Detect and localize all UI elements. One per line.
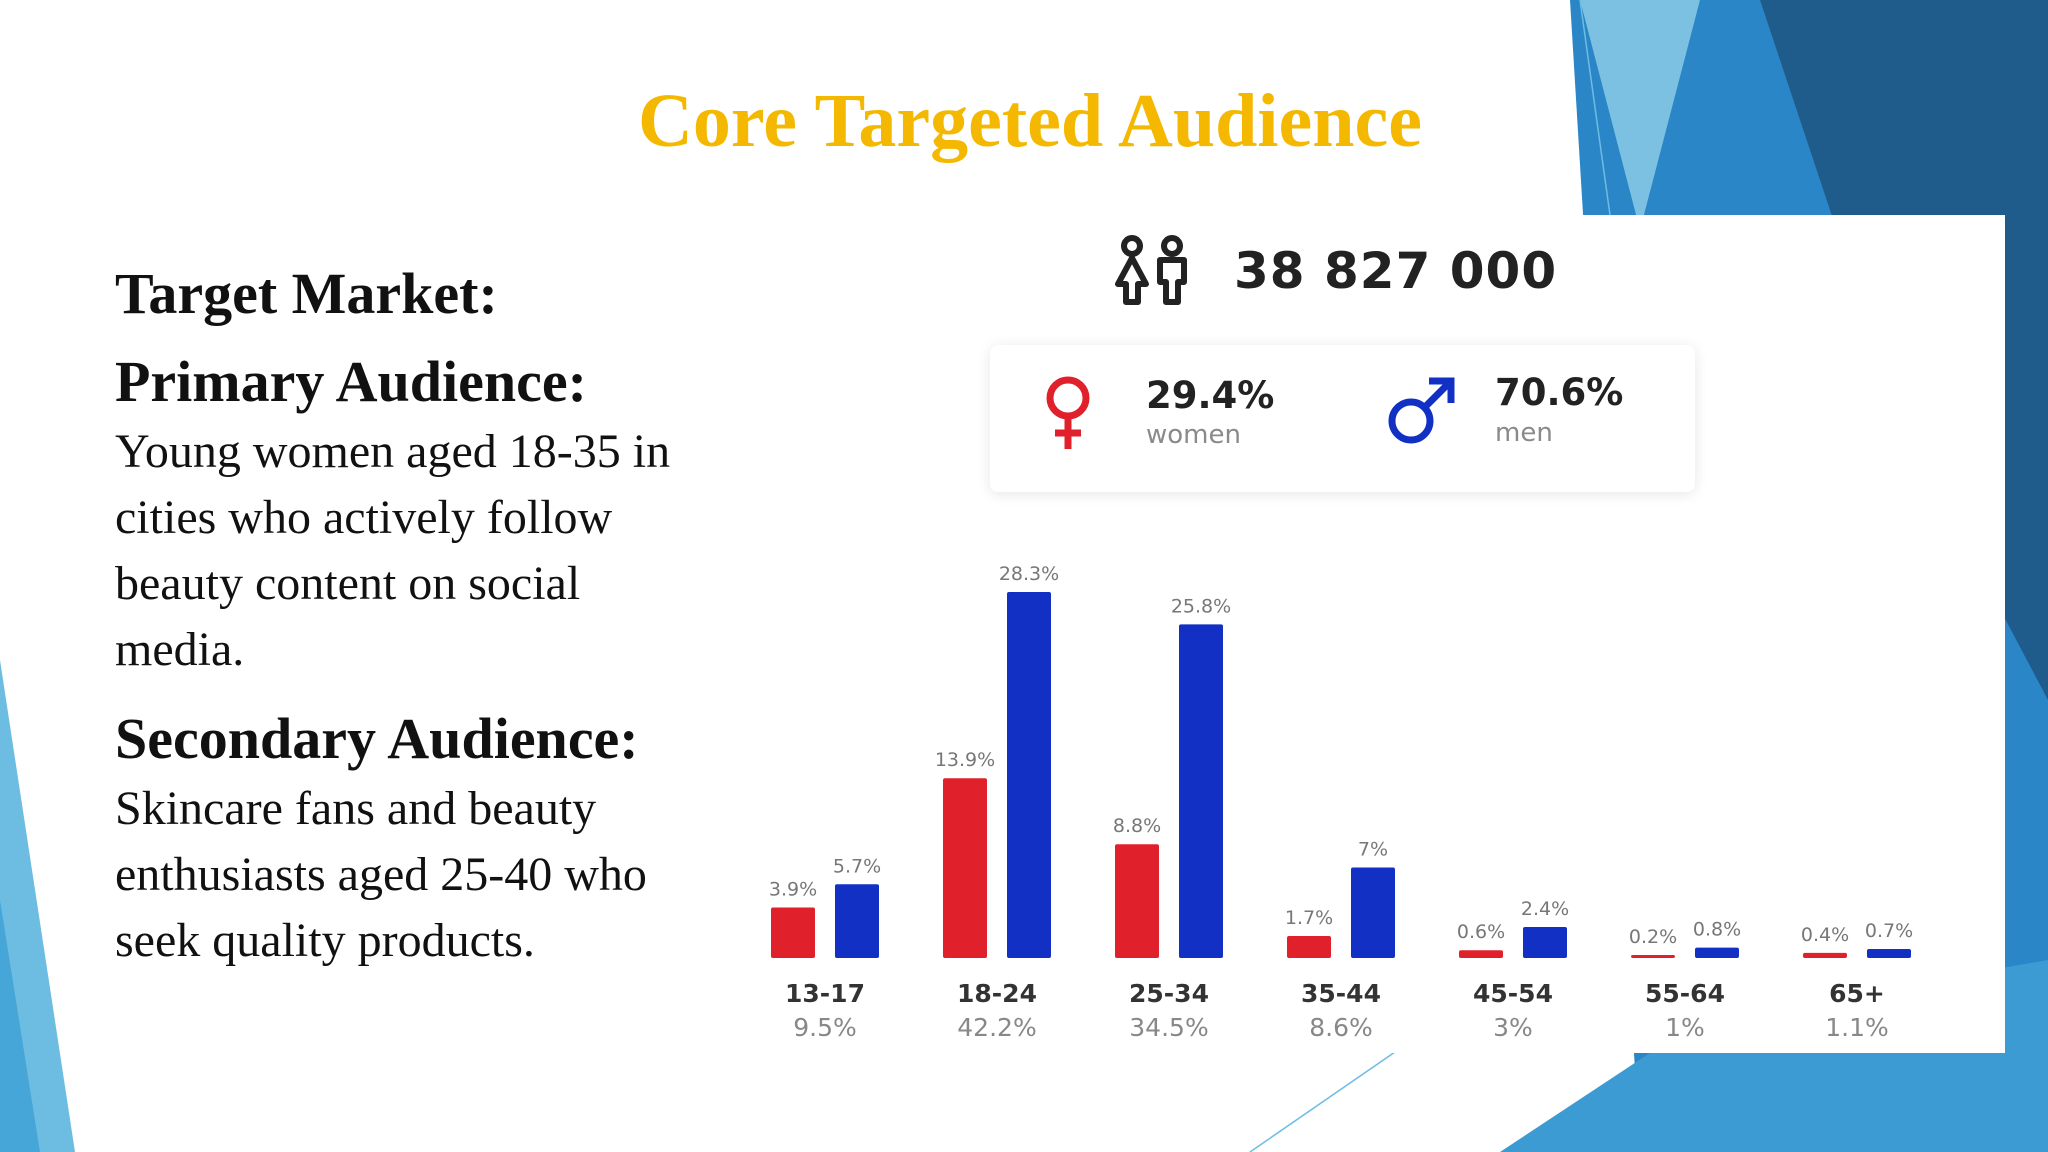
bar-women-25-34	[1115, 844, 1159, 958]
bar-women-55-64	[1631, 955, 1675, 958]
data-label-women-45-54: 0.6%	[1457, 921, 1505, 943]
x-tick-label-35-44: 35-44	[1301, 979, 1381, 1008]
men-stat: 70.6% men	[1385, 371, 1624, 448]
data-label-women-35-44: 1.7%	[1285, 907, 1333, 929]
bg-line-top	[1579, 0, 1611, 216]
data-label-women-18-24: 13.9%	[935, 749, 995, 771]
data-label-women-65+: 0.4%	[1801, 924, 1849, 946]
bar-women-35-44	[1287, 936, 1331, 958]
women-stat: 29.4% women	[1038, 373, 1274, 453]
bg-shape-left-light-2	[0, 900, 40, 1152]
bar-women-13-17	[771, 907, 815, 958]
bar-men-55-64	[1695, 947, 1739, 958]
category-total-65+: 1.1%	[1825, 1013, 1889, 1042]
category-total-18-24: 42.2%	[957, 1013, 1036, 1042]
target-market-heading: Target Market:	[115, 261, 498, 326]
bg-line-bottom	[1249, 1051, 1396, 1152]
data-label-men-55-64: 0.8%	[1693, 919, 1741, 941]
bar-men-13-17	[835, 884, 879, 958]
people-icon	[1115, 235, 1187, 305]
total-audience: 38 827 000	[1110, 226, 1557, 316]
male-symbol-icon	[1388, 377, 1455, 444]
data-label-women-25-34: 8.8%	[1113, 815, 1161, 837]
x-tick-label-13-17: 13-17	[785, 979, 865, 1008]
women-percent: 29.4%	[1146, 373, 1275, 417]
bar-women-18-24	[943, 778, 987, 958]
men-label: men	[1495, 417, 1553, 448]
data-label-men-65+: 0.7%	[1865, 920, 1913, 942]
bar-men-18-24	[1007, 592, 1051, 958]
x-tick-label-55-64: 55-64	[1645, 979, 1725, 1008]
age-gender-bar-chart: 3.9% 5.7% 13-17 9.5% 13.9% 28.3% 18-24 42.2% 8.8…	[769, 563, 1913, 1042]
data-label-men-18-24: 28.3%	[999, 563, 1059, 585]
men-percent: 70.6%	[1495, 371, 1624, 414]
women-stat-text: 29.4% women	[1146, 373, 1275, 451]
female-symbol-icon	[1046, 376, 1090, 449]
x-tick-label-65+: 65+	[1829, 979, 1885, 1008]
primary-audience-heading: Primary Audience:	[115, 348, 587, 414]
category-total-55-64: 1%	[1665, 1013, 1705, 1042]
bar-women-45-54	[1459, 950, 1503, 958]
bar-men-35-44	[1351, 867, 1395, 958]
women-label: women	[1146, 420, 1241, 451]
x-tick-label-18-24: 18-24	[957, 979, 1037, 1008]
secondary-audience-heading: Secondary Audience:	[115, 705, 639, 771]
data-label-men-45-54: 2.4%	[1521, 898, 1569, 920]
category-total-25-34: 34.5%	[1129, 1013, 1208, 1042]
data-label-women-55-64: 0.2%	[1629, 926, 1677, 948]
data-label-men-13-17: 5.7%	[833, 855, 881, 877]
bar-men-25-34	[1179, 624, 1223, 958]
total-audience-value: 38 827 000	[1234, 242, 1558, 300]
bar-men-65+	[1867, 948, 1911, 958]
primary-audience-text: Young women aged 18-35 in cities who act…	[115, 424, 671, 676]
data-label-women-13-17: 3.9%	[769, 879, 817, 901]
x-tick-label-45-54: 45-54	[1473, 979, 1553, 1008]
category-total-13-17: 9.5%	[793, 1013, 857, 1042]
x-tick-label-25-34: 25-34	[1129, 979, 1209, 1008]
gender-split-card: 29.4% women 70.6% men	[990, 345, 1695, 492]
data-label-men-35-44: 7%	[1358, 838, 1388, 860]
men-stat-text: 70.6% men	[1495, 371, 1624, 448]
bg-shape-top-right-light	[1580, 0, 1700, 230]
category-total-35-44: 8.6%	[1309, 1013, 1373, 1042]
secondary-audience-text: Skincare fans and beauty enthusiasts age…	[115, 781, 647, 967]
bar-men-45-54	[1523, 926, 1567, 958]
category-total-45-54: 3%	[1493, 1013, 1533, 1042]
slide-title: Core Targeted Audience	[638, 79, 1422, 163]
bar-women-65+	[1803, 952, 1847, 958]
audience-description: Target Market: Primary Audience: Young w…	[115, 262, 715, 998]
data-label-men-25-34: 25.8%	[1171, 595, 1231, 617]
